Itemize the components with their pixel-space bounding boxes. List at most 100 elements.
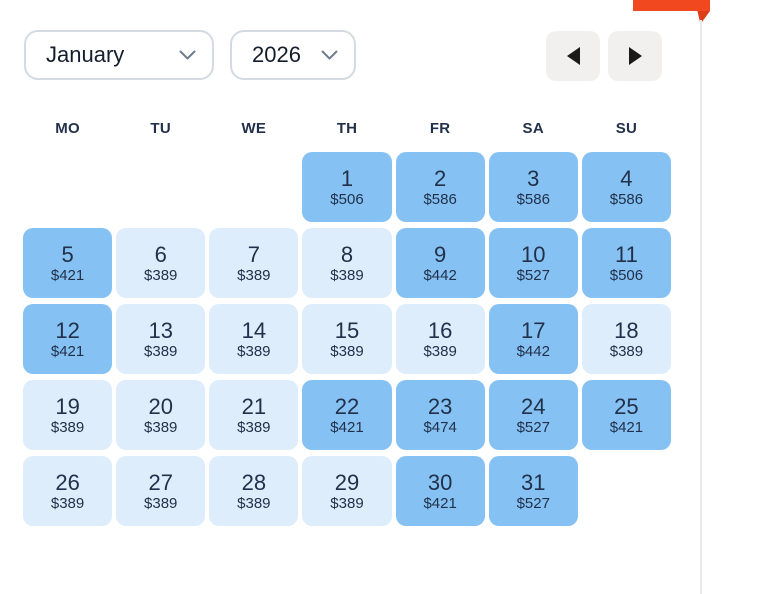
- day-cell[interactable]: 13 $389: [116, 304, 206, 374]
- day-number: 21: [241, 393, 267, 419]
- day-cell[interactable]: 12 $421: [23, 304, 113, 374]
- day-number: 30: [427, 469, 453, 495]
- year-select[interactable]: 2026: [230, 30, 356, 80]
- day-number: 14: [241, 317, 267, 343]
- day-cell[interactable]: 1 $506: [302, 152, 392, 222]
- day-cell[interactable]: 6 $389: [116, 228, 206, 298]
- day-number: 15: [334, 317, 360, 343]
- tooltip-pointer-tail: [697, 11, 710, 24]
- day-price: $586: [516, 190, 550, 208]
- day-cell[interactable]: 23 $474: [395, 380, 485, 450]
- panel-divider: [700, 20, 702, 594]
- day-price: $527: [516, 494, 550, 512]
- month-select[interactable]: January: [24, 30, 214, 80]
- day-number: 18: [614, 317, 639, 343]
- day-price: $421: [609, 418, 644, 436]
- day-price: $586: [423, 190, 457, 208]
- day-cell[interactable]: 28 $389: [209, 456, 299, 526]
- day-number: 24: [521, 393, 546, 419]
- day-number: 6: [154, 241, 167, 267]
- day-cell[interactable]: 27 $389: [116, 456, 206, 526]
- arrow-right-icon: [628, 47, 642, 65]
- day-number: 10: [521, 241, 546, 267]
- weekday-header: WE: [241, 120, 267, 137]
- day-number: 25: [614, 393, 639, 419]
- day-price: $389: [330, 342, 364, 360]
- day-number: 31: [521, 469, 546, 495]
- day-price: $442: [516, 342, 550, 360]
- day-cell[interactable]: 19 $389: [23, 380, 113, 450]
- day-cell[interactable]: 9 $442: [395, 228, 485, 298]
- day-number: 13: [148, 317, 173, 343]
- empty-cell: [23, 152, 112, 222]
- previous-month-button[interactable]: [546, 31, 600, 81]
- day-number: 16: [427, 317, 453, 343]
- day-number: 23: [427, 393, 453, 419]
- day-cell[interactable]: 17 $442: [488, 304, 578, 374]
- day-price: $389: [237, 266, 271, 284]
- day-number: 20: [148, 393, 173, 419]
- weekday-header: MO: [55, 120, 80, 137]
- day-number: 12: [55, 317, 80, 343]
- year-select-value: 2026: [252, 42, 301, 67]
- day-cell[interactable]: 4 $586: [581, 152, 671, 222]
- day-cell[interactable]: 21 $389: [209, 380, 299, 450]
- day-cell[interactable]: 22 $421: [302, 380, 392, 450]
- day-cell[interactable]: 30 $421: [395, 456, 485, 526]
- day-price: $389: [237, 342, 271, 360]
- day-price: $389: [144, 418, 178, 436]
- calendar-day-grid: 1 $506 2 $586 3 $586 4 $586 5 $421 6 $389 7 $389 8 $389…: [23, 152, 671, 526]
- day-number: 9: [434, 241, 447, 267]
- day-cell[interactable]: 24 $527: [488, 380, 578, 450]
- day-number: 2: [434, 165, 447, 191]
- day-cell[interactable]: 14 $389: [209, 304, 299, 374]
- day-number: 17: [521, 317, 546, 343]
- next-month-button[interactable]: [608, 31, 662, 81]
- day-price: $421: [50, 342, 85, 360]
- day-cell[interactable]: 7 $389: [209, 228, 299, 298]
- day-price: $389: [50, 418, 85, 436]
- day-cell[interactable]: 3 $586: [488, 152, 578, 222]
- day-number: 3: [527, 165, 540, 191]
- day-price: $442: [423, 266, 457, 284]
- day-cell[interactable]: 5 $421: [23, 228, 113, 298]
- day-cell[interactable]: 11 $506: [581, 228, 671, 298]
- day-price: $389: [237, 494, 271, 512]
- day-cell[interactable]: 10 $527: [488, 228, 578, 298]
- day-price: $389: [144, 266, 178, 284]
- empty-cell: [116, 152, 205, 222]
- day-cell[interactable]: 20 $389: [116, 380, 206, 450]
- day-price: $506: [609, 266, 644, 284]
- day-price: $389: [423, 342, 457, 360]
- day-cell[interactable]: 18 $389: [581, 304, 671, 374]
- day-cell[interactable]: 31 $527: [488, 456, 578, 526]
- weekday-header: SA: [522, 120, 544, 137]
- day-price: $421: [330, 418, 364, 436]
- day-cell[interactable]: 8 $389: [302, 228, 392, 298]
- weekday-header-row: MO TU WE TH FR SA SU: [23, 120, 671, 137]
- day-cell[interactable]: 16 $389: [395, 304, 485, 374]
- day-price: $389: [609, 342, 644, 360]
- day-cell[interactable]: 25 $421: [581, 380, 671, 450]
- day-number: 27: [148, 469, 173, 495]
- day-price: $506: [330, 190, 364, 208]
- day-price: $389: [237, 418, 271, 436]
- day-price: $586: [609, 190, 644, 208]
- weekday-header: SU: [615, 120, 638, 137]
- day-cell[interactable]: 26 $389: [23, 456, 113, 526]
- day-cell[interactable]: 29 $389: [302, 456, 392, 526]
- day-price: $527: [516, 418, 550, 436]
- weekday-header: TU: [150, 120, 172, 137]
- day-number: 1: [340, 165, 354, 191]
- clipped-tooltip-ribbon: [633, 0, 710, 11]
- day-price: $421: [50, 266, 85, 284]
- day-price: $389: [50, 494, 85, 512]
- day-number: 11: [615, 241, 638, 267]
- day-cell[interactable]: 2 $586: [395, 152, 485, 222]
- arrow-left-icon: [566, 47, 580, 65]
- day-price: $527: [516, 266, 550, 284]
- day-cell[interactable]: 15 $389: [302, 304, 392, 374]
- day-number: 22: [334, 393, 360, 419]
- day-number: 4: [620, 165, 633, 191]
- month-select-value: January: [46, 42, 125, 67]
